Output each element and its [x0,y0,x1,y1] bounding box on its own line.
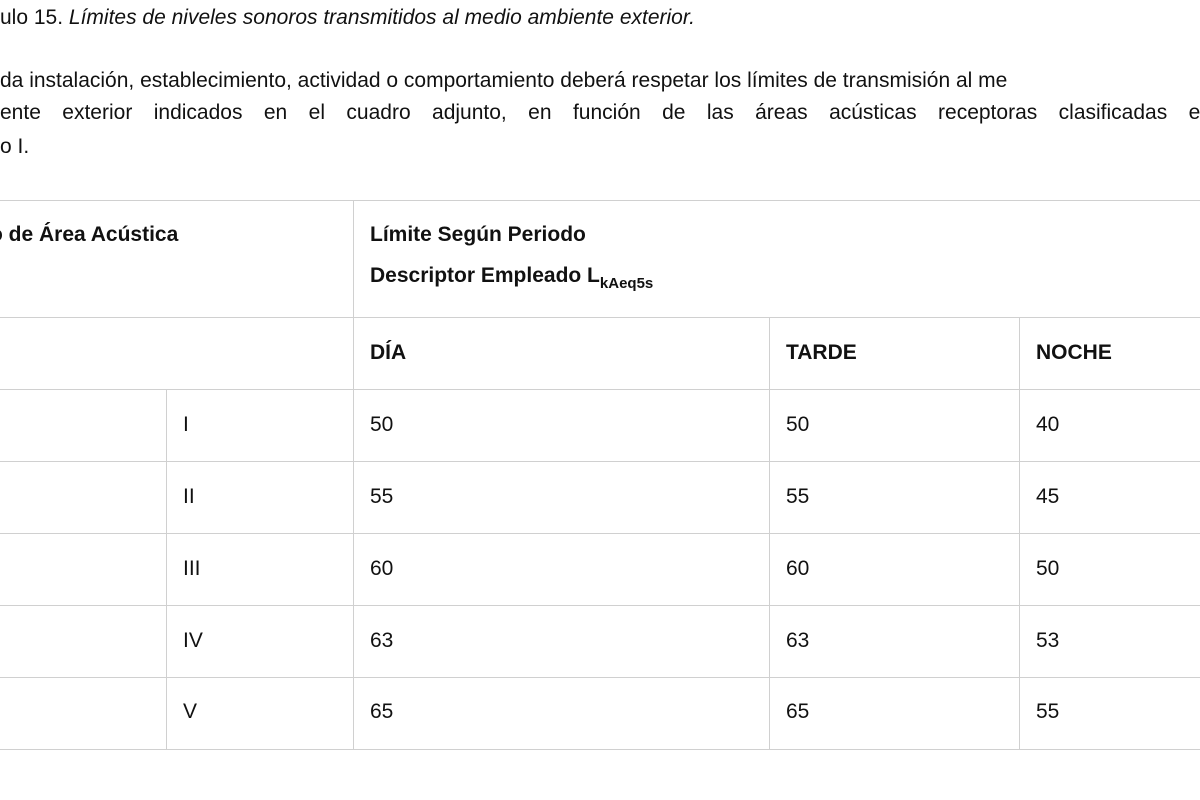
table-rule-row-1 [0,461,1200,462]
area-type-header: o de Área Acústica [0,223,179,246]
article-title: ulo 15. Límites de niveles sonoros trans… [0,6,695,30]
table-cell-tarde: 65 [786,700,810,723]
period-header-dia: DÍA [370,341,407,364]
article-number: ulo 15. [0,6,69,29]
paragraph-line-3: o I. [0,135,30,158]
table-rule-row-4 [0,677,1200,678]
table-row-area: IV [183,629,203,652]
table-rule-periods [0,389,1200,390]
table-rule-bottom [0,749,1200,750]
article-heading: Límites de niveles sonoros transmitidos … [68,6,695,29]
table-col-divider-noche [1019,317,1020,750]
table-col-divider-area [166,389,167,750]
table-cell-tarde: 50 [786,413,810,436]
table-row-area: I [183,413,189,436]
table-cell-tarde: 55 [786,485,810,508]
paragraph-line-2: ente exterior indicados en el cuadro adj… [0,101,1200,124]
table-cell-noche: 40 [1036,413,1060,436]
table-row-area: II [183,485,195,508]
table-cell-dia: 50 [370,413,394,436]
table-cell-dia: 65 [370,700,394,723]
table-cell-noche: 53 [1036,629,1060,652]
table-rule-header [0,317,1200,318]
table-rule-top [0,200,1200,201]
table-cell-dia: 63 [370,629,394,652]
table-col-divider-main [353,200,354,750]
table-cell-tarde: 63 [786,629,810,652]
table-cell-noche: 55 [1036,700,1060,723]
table-cell-noche: 50 [1036,557,1060,580]
descriptor-header: Descriptor Empleado LkAeq5s [370,264,653,292]
noise-limits-table: o de Área Acústica Límite Según Periodo … [0,200,1200,752]
period-header-noche: NOCHE [1036,341,1112,364]
table-col-divider-tarde [769,317,770,750]
limit-period-header: Límite Según Periodo [370,223,586,246]
descriptor-header-main: Descriptor Empleado L [370,264,600,287]
period-header-tarde: TARDE [786,341,857,364]
descriptor-subscript: kAeq5s [599,275,654,292]
table-rule-row-3 [0,605,1200,606]
table-cell-dia: 55 [370,485,394,508]
table-rule-row-2 [0,533,1200,534]
table-cell-tarde: 60 [786,557,810,580]
paragraph-line-1: da instalación, establecimiento, activid… [0,69,1008,92]
table-row-area: III [183,557,201,580]
table-cell-noche: 45 [1036,485,1060,508]
table-cell-dia: 60 [370,557,394,580]
table-row-area: V [183,700,198,723]
